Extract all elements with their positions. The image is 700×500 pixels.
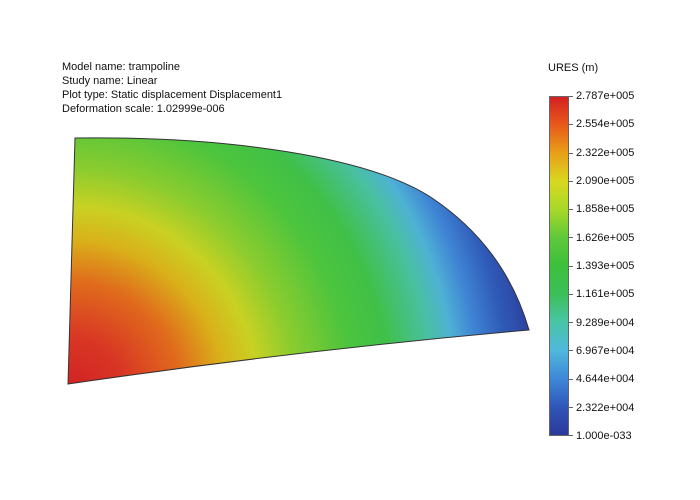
legend-tick <box>569 181 573 182</box>
legend-labels: 2.787e+005 2.554e+005 2.322e+005 2.090e+… <box>576 89 686 443</box>
legend-label: 9.289e+004 <box>576 317 635 329</box>
legend-tick <box>569 435 573 436</box>
legend-tick <box>569 124 573 125</box>
legend-label: 6.967e+004 <box>576 345 635 357</box>
trampoline-mesh <box>67 137 530 385</box>
legend-tick <box>569 266 573 267</box>
legend-label: 1.393e+005 <box>576 260 635 272</box>
legend-label: 1.626e+005 <box>576 232 635 244</box>
legend-label: 1.000e-033 <box>576 430 632 442</box>
legend-color-bar <box>549 96 569 436</box>
legend-label: 2.322e+005 <box>576 147 635 159</box>
legend-title: URES (m) <box>548 62 599 74</box>
legend-tick <box>569 407 573 408</box>
legend-label: 2.090e+005 <box>576 175 635 187</box>
model-name: Model name: trampoline <box>62 61 181 73</box>
deformation-scale: Deformation scale: 1.02999e-006 <box>62 103 225 115</box>
plot-type: Plot type: Static displacement Displacem… <box>62 89 283 101</box>
legend-tick <box>569 237 573 238</box>
legend-label: 2.787e+005 <box>576 90 635 102</box>
study-name: Study name: Linear <box>62 75 158 87</box>
legend-label: 1.858e+005 <box>576 203 635 215</box>
legend-label: 1.161e+005 <box>576 288 635 300</box>
legend-tick <box>569 209 573 210</box>
plot-info: Model name: trampoline Study name: Linea… <box>62 60 282 116</box>
legend-label: 4.644e+004 <box>576 373 635 385</box>
legend-tick <box>569 153 573 154</box>
legend-tick <box>569 379 573 380</box>
legend-tick <box>569 322 573 323</box>
legend-label: 2.554e+005 <box>576 118 635 130</box>
legend-tick <box>569 350 573 351</box>
legend-tick <box>569 96 573 97</box>
legend-label: 2.322e+004 <box>576 402 635 414</box>
legend-tick <box>569 294 573 295</box>
